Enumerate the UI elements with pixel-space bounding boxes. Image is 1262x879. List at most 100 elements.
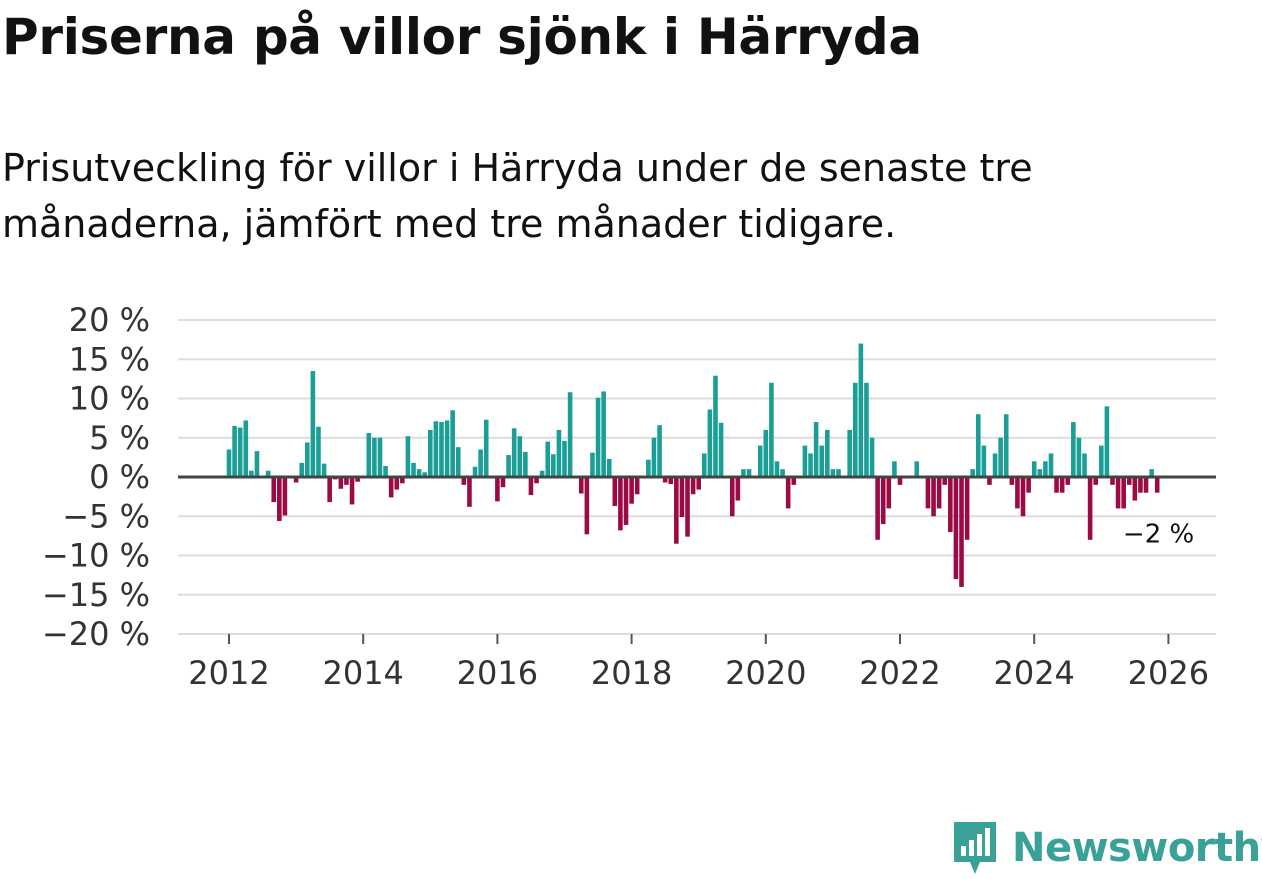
bar [372,437,377,477]
bar [791,477,797,485]
brand-name: Newsworthy [1012,825,1262,871]
bar [316,426,321,477]
bar [277,477,282,521]
bar [1082,453,1087,477]
bar [1087,477,1093,540]
y-tick-label: 0 % [89,458,150,496]
bar [646,459,651,477]
bar [282,477,288,516]
bar [265,470,271,477]
bar [584,477,590,535]
x-axis-ticks: 2012 2014 2016 2018 2020 2022 2024 2026 [188,634,1209,692]
bar [249,470,254,477]
chart-title: Priserna på villor sjönk i Härryda [2,8,922,66]
bar [1054,477,1059,493]
bar [551,454,556,477]
bar [1009,477,1015,485]
bar [1138,477,1143,493]
bar [1093,477,1099,485]
bar [528,477,534,496]
bar [623,477,629,525]
bar [1043,461,1048,477]
bar [662,477,668,483]
bar [237,427,243,477]
bar [383,466,388,477]
bar [590,452,595,477]
bar [992,453,998,477]
bar [757,445,763,477]
bar [1015,477,1020,509]
bar [763,429,769,477]
bar [500,477,506,488]
bar [802,445,808,477]
bar [405,436,411,477]
bar [422,472,428,477]
bar [1037,469,1043,477]
bar [1149,469,1154,477]
bar [970,469,975,477]
bar [601,391,606,477]
bar [1143,477,1149,493]
bar [735,477,741,501]
bar [629,477,634,504]
bar [942,477,948,485]
x-tick-label: 2022 [859,654,940,692]
bar [830,469,836,477]
bar [1026,477,1031,493]
bar [455,447,461,477]
bar [1132,477,1138,501]
bar [825,429,830,477]
bar [578,477,584,494]
bar [981,445,987,477]
bar [718,422,724,477]
bar [674,477,679,544]
bar [394,477,400,490]
bar [433,421,439,477]
bar [836,469,841,477]
bar [875,477,880,540]
bar [243,420,249,477]
bar [897,477,903,485]
bar [953,477,959,580]
bar [254,451,260,477]
y-tick-label: 20 % [69,301,150,339]
bar [1065,477,1071,485]
bar [1059,477,1065,493]
bar [668,477,674,485]
bar [338,477,344,489]
bar [472,466,478,477]
bar [785,477,791,509]
bar [1115,477,1121,509]
bar [1121,477,1126,509]
bar [377,437,383,477]
bar [959,477,964,587]
y-axis-ticks: 20 %15 %10 %5 %0 %−5 %−10 %−15 %−20 % [42,301,150,653]
bar [774,461,780,477]
y-tick-label: −5 % [62,497,150,535]
x-tick-label: 2020 [725,654,806,692]
bar [567,392,573,477]
bar [964,477,970,540]
x-tick-label: 2016 [457,654,538,692]
y-tick-label: 5 % [89,419,150,457]
bar [690,477,696,495]
bar [702,453,707,477]
x-tick-label: 2012 [188,654,269,692]
bar [232,425,237,477]
bar [707,409,713,477]
bar [450,410,455,477]
bar [1071,422,1076,477]
bar [880,477,886,525]
bar [1031,461,1037,477]
bar [416,469,422,477]
gridlines [178,319,1216,635]
bar [1099,445,1104,477]
bar [388,477,394,498]
bar [931,477,936,517]
newsworthy-brand: Newsworthy [950,818,1262,878]
bar [998,437,1003,477]
bar [1020,477,1026,517]
bar [1154,477,1160,493]
bars [226,343,1160,587]
bar [344,477,349,485]
